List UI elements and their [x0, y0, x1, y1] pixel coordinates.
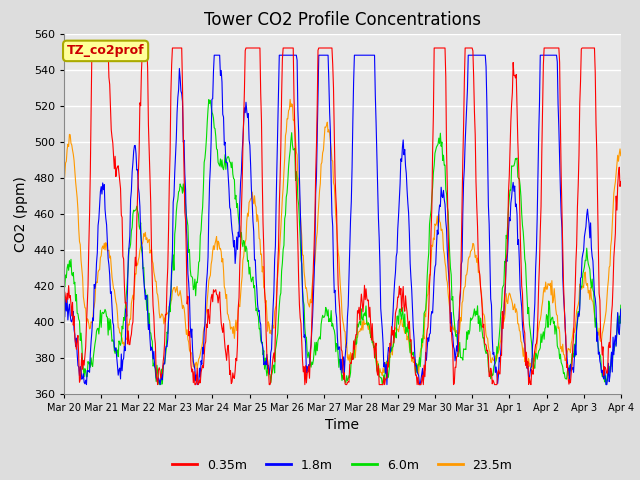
Title: Tower CO2 Profile Concentrations: Tower CO2 Profile Concentrations [204, 11, 481, 29]
Text: TZ_co2prof: TZ_co2prof [67, 44, 145, 58]
Legend: 0.35m, 1.8m, 6.0m, 23.5m: 0.35m, 1.8m, 6.0m, 23.5m [167, 454, 518, 477]
Y-axis label: CO2 (ppm): CO2 (ppm) [14, 176, 28, 252]
X-axis label: Time: Time [325, 418, 360, 432]
